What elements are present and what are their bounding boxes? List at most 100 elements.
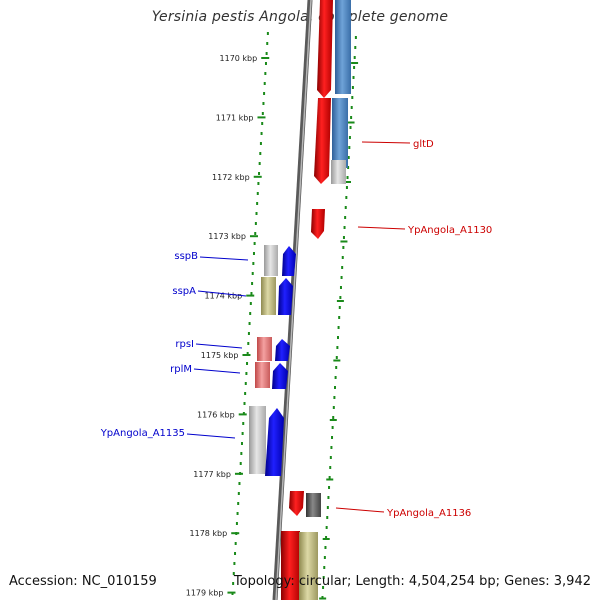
ring-dot [336, 336, 339, 339]
gene-arrow-sspb[interactable] [282, 246, 296, 276]
ring-dot [251, 272, 254, 275]
ring-dot [246, 352, 249, 355]
ring-dot [234, 552, 237, 555]
ring-dot [332, 416, 335, 419]
ring-dot [263, 92, 266, 95]
ring-dot [241, 432, 244, 435]
ring-dot [330, 446, 333, 449]
ring-dot [335, 356, 338, 359]
ring-dot [322, 586, 325, 589]
ring-dot [340, 276, 343, 279]
ruler-label: 1176 kbp [197, 410, 235, 419]
gene-arrow-sspa[interactable] [278, 278, 293, 315]
outer-tick [326, 478, 334, 481]
ruler-tick [261, 57, 270, 59]
ring-dot [323, 566, 326, 569]
ring-dot [237, 492, 240, 495]
ring-dot [232, 582, 235, 585]
ring-dot [351, 96, 354, 99]
ring-dot [240, 452, 243, 455]
ring-dot [264, 62, 267, 65]
ring-dot [326, 516, 329, 519]
ring-dot [263, 82, 266, 85]
gene-arrow-gltd-upper[interactable] [317, 0, 333, 98]
ring-dot [259, 152, 262, 155]
ring-dot [343, 226, 346, 229]
ruler-tick [242, 354, 251, 356]
ring-dot [350, 116, 353, 119]
ring-dot [323, 556, 326, 559]
gene-block-red-bottom[interactable] [281, 531, 300, 600]
ring-dot [242, 422, 245, 425]
ring-dot [344, 206, 347, 209]
ring-dot [266, 42, 269, 45]
label-sspb-text: sspB [174, 251, 198, 262]
ring-dot [256, 192, 259, 195]
label-ypangola-a1136[interactable]: YpAngola_A1136 [335, 507, 471, 519]
label-rpsi[interactable]: rpsI [175, 339, 243, 350]
ruler-label: 1174 kbp [205, 292, 243, 301]
ring-dot [337, 326, 340, 329]
gene-block-gray-lower[interactable] [331, 160, 346, 184]
gene-arrow-rpsi[interactable] [275, 339, 290, 361]
label-ypangola-a1130[interactable]: YpAngola_A1130 [357, 225, 492, 236]
outer-tick [343, 181, 351, 183]
gene-arrow-ypangola-a1136[interactable] [289, 491, 304, 516]
label-ypangola-a1136-text: YpAngola_A1136 [386, 508, 471, 519]
label-sspa-text: sspA [172, 286, 196, 297]
ruler-label: 1171 kbp [216, 113, 254, 122]
label-sspa[interactable]: sspA [172, 286, 247, 297]
ring-dot [349, 126, 352, 129]
outer-tick [329, 419, 337, 421]
ring-dot [326, 506, 329, 509]
ring-dot [347, 156, 350, 159]
gene-block-pink-rpsi[interactable] [257, 337, 272, 361]
ruler-tick [246, 294, 255, 297]
ring-dot [342, 236, 345, 239]
gene-arrow-rplm[interactable] [272, 363, 288, 389]
ring-dot [328, 476, 331, 479]
ring-dot [252, 262, 255, 265]
ring-dot [251, 282, 254, 285]
outer-tick [351, 62, 359, 64]
gene-arrow-gltd[interactable] [314, 98, 331, 184]
ring-dot [254, 232, 257, 235]
gene-block-pink-rplm[interactable] [255, 362, 270, 388]
label-ypangola-a1135[interactable]: YpAngola_A1135 [100, 428, 236, 439]
ring-dot [345, 186, 348, 189]
ring-dot [255, 212, 258, 215]
label-rplm-text: rplM [170, 364, 192, 375]
outer-ring [319, 36, 359, 600]
label-sspb[interactable]: sspB [174, 251, 249, 262]
ring-dot [244, 392, 247, 395]
ruler-label: 1177 kbp [193, 470, 231, 479]
ring-dot [236, 512, 239, 515]
gene-block-olive-sspa[interactable] [261, 277, 276, 315]
ring-dot [265, 52, 268, 55]
ring-dot [341, 266, 344, 269]
gene-block-olive-bottom[interactable] [299, 532, 318, 600]
ring-dot [338, 316, 341, 319]
ring-dot [348, 136, 351, 139]
gene-block-dark-a1136[interactable] [306, 493, 321, 517]
gene-block-steel-upper[interactable] [335, 0, 351, 94]
ring-dot [325, 536, 328, 539]
ring-dot [335, 366, 338, 369]
label-rplm[interactable]: rplM [170, 364, 241, 375]
gene-arrow-ypangola-a1130[interactable] [311, 209, 325, 239]
ring-dot [347, 166, 350, 169]
gene-arrow-ypangola-a1135[interactable] [265, 408, 284, 476]
gene-block-gray-sspb[interactable] [264, 245, 278, 276]
ring-dot [336, 346, 339, 349]
ruler-tick [238, 413, 247, 416]
ring-dot [327, 496, 330, 499]
ruler-tick [234, 472, 243, 475]
ring-dot [247, 342, 250, 345]
ring-dot [249, 312, 252, 315]
label-gltd[interactable]: gltD [361, 139, 434, 150]
features [249, 0, 351, 600]
ring-dot [332, 406, 335, 409]
gene-block-steel-lower[interactable] [332, 98, 348, 168]
gene-block-gray-a1135[interactable] [249, 406, 266, 474]
ring-dot [248, 322, 251, 325]
